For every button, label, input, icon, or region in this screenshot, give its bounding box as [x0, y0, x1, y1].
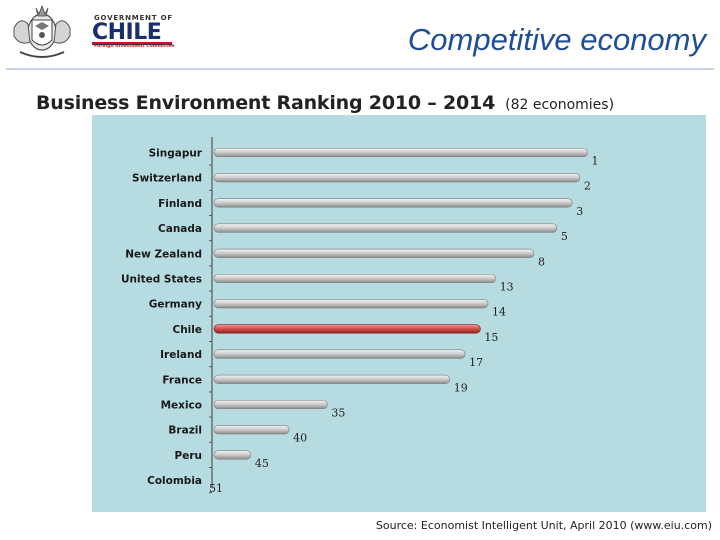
flag-stripe-red [92, 42, 172, 44]
bar-france [213, 374, 451, 384]
header-divider [6, 68, 714, 70]
category-label: Germany [149, 299, 202, 311]
bar-germany [213, 299, 489, 309]
government-logo: GOVERNMENT OF CHILE Foreign Investment C… [6, 2, 186, 64]
value-label: 51 [209, 482, 223, 495]
value-label: 45 [255, 457, 269, 470]
bar-canada [213, 223, 558, 233]
value-label: 1 [592, 155, 599, 168]
category-label: Mexico [161, 400, 202, 412]
value-label: 35 [331, 407, 345, 420]
value-label: 19 [454, 381, 468, 394]
chart-title-note: (82 economies) [505, 97, 615, 113]
bar-united-states [213, 273, 497, 284]
chart-title: Business Environment Ranking 2010 – 2014… [36, 92, 614, 114]
bar-ireland [213, 349, 466, 359]
category-label: Switzerland [132, 173, 202, 185]
value-label: 40 [293, 432, 307, 445]
page-title: Competitive economy [407, 22, 706, 57]
bar-brazil [213, 425, 290, 435]
category-label: Finland [158, 198, 202, 210]
flag-stripe-blue [92, 44, 172, 45]
value-label: 15 [484, 331, 498, 344]
chart-panel: Singapur 1 Switzerland 2 Finland 3 Canada 5 New … [92, 115, 706, 512]
category-label: Singapur [149, 148, 203, 160]
country-name: CHILE [92, 20, 162, 45]
category-label: New Zealand [125, 248, 202, 260]
value-label: 17 [469, 356, 483, 369]
category-label: Colombia [147, 475, 202, 487]
value-label: 2 [584, 180, 591, 193]
category-label: Canada [158, 223, 202, 235]
category-label: Peru [175, 450, 202, 462]
category-label: Brazil [168, 425, 202, 437]
category-label: United States [121, 274, 202, 286]
bar-switzerland [213, 173, 581, 183]
bar-peru [213, 450, 252, 460]
value-label: 13 [500, 281, 514, 294]
value-label: 5 [561, 230, 568, 243]
government-label: GOVERNMENT OF [94, 14, 173, 22]
committee-label: Foreign Investment Committee [94, 44, 175, 49]
source-note: Source: Economist Intelligent Unit, Apri… [375, 519, 712, 532]
bar-finland [213, 198, 573, 208]
value-label: 3 [576, 205, 583, 218]
bar-new-zealand [213, 248, 535, 258]
coat-of-arms-icon [13, 4, 71, 58]
bar-chile [213, 324, 481, 334]
bar-mexico [213, 399, 328, 410]
category-label: France [162, 374, 202, 386]
bar-singapur [213, 147, 588, 158]
value-label: 14 [492, 306, 506, 319]
value-label: 8 [538, 255, 545, 268]
category-label: Chile [172, 324, 202, 336]
ranking-bar-chart: Singapur 1 Switzerland 2 Finland 3 Canada 5 New … [121, 137, 599, 495]
chart-title-main: Business Environment Ranking 2010 – 2014 [36, 92, 496, 114]
category-label: Ireland [160, 349, 202, 361]
